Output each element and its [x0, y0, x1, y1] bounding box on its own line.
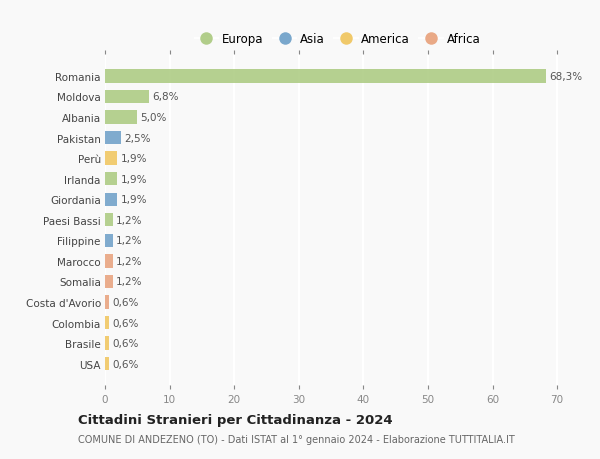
- Text: 0,6%: 0,6%: [112, 338, 139, 348]
- Bar: [105, 255, 113, 268]
- Bar: [105, 111, 137, 124]
- Bar: [105, 90, 149, 104]
- Bar: [105, 70, 546, 84]
- Text: 1,9%: 1,9%: [121, 195, 147, 205]
- Bar: [105, 234, 113, 247]
- Text: 1,9%: 1,9%: [121, 154, 147, 164]
- Bar: [105, 213, 113, 227]
- Bar: [105, 193, 117, 207]
- Text: 1,2%: 1,2%: [116, 236, 142, 246]
- Bar: [105, 152, 117, 165]
- Bar: [105, 316, 109, 330]
- Text: 1,2%: 1,2%: [116, 256, 142, 266]
- Text: 0,6%: 0,6%: [112, 359, 139, 369]
- Text: 5,0%: 5,0%: [140, 113, 167, 123]
- Legend: Europa, Asia, America, Africa: Europa, Asia, America, Africa: [190, 28, 485, 50]
- Text: 1,2%: 1,2%: [116, 215, 142, 225]
- Text: 0,6%: 0,6%: [112, 318, 139, 328]
- Bar: [105, 132, 121, 145]
- Bar: [105, 357, 109, 370]
- Bar: [105, 296, 109, 309]
- Text: 1,9%: 1,9%: [121, 174, 147, 185]
- Bar: [105, 275, 113, 289]
- Text: Cittadini Stranieri per Cittadinanza - 2024: Cittadini Stranieri per Cittadinanza - 2…: [78, 413, 392, 426]
- Text: 6,8%: 6,8%: [152, 92, 179, 102]
- Text: 0,6%: 0,6%: [112, 297, 139, 308]
- Text: COMUNE DI ANDEZENO (TO) - Dati ISTAT al 1° gennaio 2024 - Elaborazione TUTTITALI: COMUNE DI ANDEZENO (TO) - Dati ISTAT al …: [78, 434, 515, 444]
- Bar: [105, 173, 117, 186]
- Text: 68,3%: 68,3%: [550, 72, 583, 82]
- Bar: [105, 337, 109, 350]
- Text: 1,2%: 1,2%: [116, 277, 142, 287]
- Text: 2,5%: 2,5%: [124, 133, 151, 143]
